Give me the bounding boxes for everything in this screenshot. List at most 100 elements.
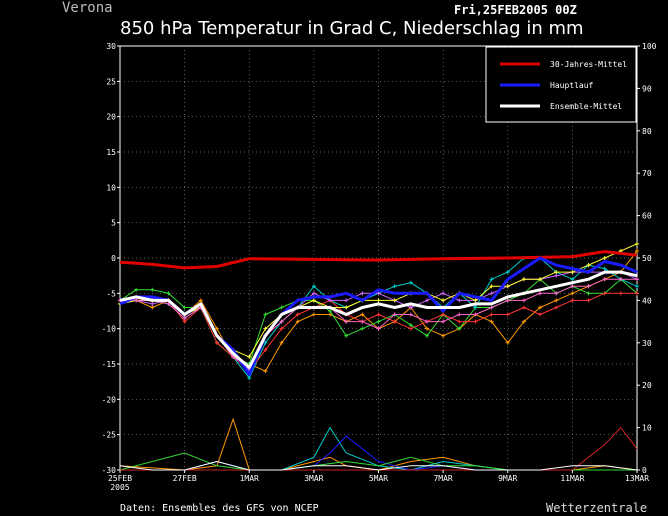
right-tick-label: 90 [642,84,652,93]
x-tick-label: 7MAR [433,474,452,483]
legend-label-ensemble: Ensemble-Mittel [550,102,622,111]
data-point-marker [392,298,397,303]
data-point-marker [376,326,381,331]
data-point-marker [376,312,381,317]
brand-label: Wetterzentrale [546,501,647,515]
data-point-marker [554,305,559,310]
left-tick-label: 0 [111,254,116,263]
data-point-marker [521,305,526,310]
data-point-marker [602,277,607,282]
data-point-marker [635,241,639,246]
left-tick-label: -10 [102,325,117,334]
data-point-marker [344,319,349,324]
data-point-marker [635,248,639,253]
data-point-marker [505,340,510,345]
data-point-marker [521,277,526,282]
data-point-marker [489,312,494,317]
data-point-marker [505,312,510,317]
data-point-marker [424,326,429,331]
data-point-marker [538,291,543,296]
data-point-marker [457,298,462,303]
data-source-label: Daten: Ensembles des GFS von NCEP [120,503,319,514]
data-point-marker [554,270,559,275]
data-point-marker [198,298,203,303]
data-point-marker [424,319,429,324]
right-tick-label: 30 [642,339,652,348]
data-point-marker [618,277,623,282]
data-point-marker [328,309,333,313]
data-point-marker [279,319,284,324]
legend: 30-Jahres-Mittel Hauptlauf Ensemble-Mitt… [485,46,637,123]
data-point-marker [505,270,510,275]
data-point-marker [214,326,219,331]
data-point-marker [489,284,494,289]
data-point-marker [360,312,365,317]
left-tick-label: -30 [102,466,117,475]
data-point-marker [538,305,543,310]
data-point-marker [182,305,187,310]
left-tick-label: 20 [106,113,116,122]
data-point-marker [311,284,316,289]
data-point-marker [360,291,365,296]
right-tick-label: 10 [642,424,652,433]
data-point-marker [441,319,446,324]
data-point-marker [150,305,155,310]
data-point-marker [570,291,575,296]
data-point-marker [521,319,526,324]
data-point-marker [295,319,300,324]
location-label: Verona [62,0,113,16]
data-point-marker [263,347,268,352]
right-tick-label: 80 [642,127,652,136]
run-date-label: Fri,25FEB2005 00Z [454,3,577,17]
data-point-marker [570,270,575,275]
data-point-marker [214,340,219,345]
data-point-marker [521,298,526,303]
data-point-marker [360,326,365,331]
data-point-marker [150,301,155,306]
left-tick-label: -25 [102,431,117,440]
data-point-marker [489,305,494,310]
data-point-marker [441,291,446,296]
data-point-marker [392,312,397,317]
data-point-marker [279,340,284,345]
legend-label-hauptlauf: Hauptlauf [550,81,594,90]
data-point-marker [635,277,639,282]
left-tick-label: 5 [111,219,116,228]
data-point-marker [570,298,575,303]
data-point-marker [182,316,187,321]
data-point-marker [570,284,575,289]
left-tick-label: -5 [106,289,116,298]
temperature-series [118,241,639,381]
left-tick-label: -15 [102,360,117,369]
right-tick-label: 100 [642,42,657,51]
data-point-marker [311,291,316,296]
data-point-marker [473,305,478,310]
data-point-marker [408,305,413,310]
left-tick-label: 10 [106,183,116,192]
x-tick-label: 11MAR [560,474,584,483]
data-point-marker [457,326,462,331]
data-point-marker [344,298,349,303]
data-point-marker [376,298,381,303]
data-point-marker [408,323,413,328]
data-point-marker [166,301,171,306]
left-tick-label: 30 [106,42,116,51]
data-point-marker [134,298,139,303]
data-point-marker [311,312,316,317]
left-tick-label: -20 [102,395,117,404]
x-tick-sublabel: 2005 [110,483,129,492]
x-tick-label: 1MAR [240,474,259,483]
data-point-marker [328,312,333,317]
right-tick-label: 60 [642,212,652,221]
data-point-marker [441,312,446,317]
data-point-marker [344,333,349,338]
x-axis-ticks: 25FEB2005 27FEB 1MAR 3MAR 5MAR 7MAR 9MAR 11MAR 1… [108,470,649,492]
right-tick-label: 70 [642,169,652,178]
data-point-marker [489,319,494,324]
data-point-marker [182,319,187,324]
data-point-marker [586,284,591,289]
right-tick-label: 20 [642,381,652,390]
data-point-marker [247,354,252,359]
